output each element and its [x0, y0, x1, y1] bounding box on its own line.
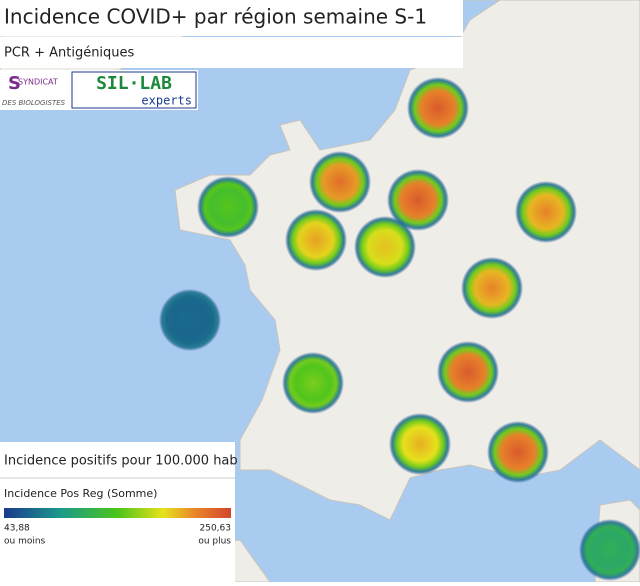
- color-scale: [4, 508, 231, 518]
- subtitle: PCR + Antigéniques: [4, 46, 135, 61]
- scale-min-note: ou moins: [4, 537, 46, 547]
- scale-max: 250,63: [200, 524, 232, 534]
- logo-syndicat: SYNDICAT: [18, 78, 58, 87]
- hotspots: [159, 77, 640, 581]
- logo-syndicat: DES BIOLOGISTES: [2, 99, 66, 107]
- legend-title: Incidence positifs pour 100.000 hab: [4, 454, 238, 469]
- heat-spot[interactable]: [407, 77, 469, 139]
- legend-field: Incidence Pos Reg (Somme): [4, 487, 157, 500]
- heat-spot[interactable]: [197, 176, 259, 238]
- logo-sillab: SIL·LAB: [96, 73, 172, 94]
- logo-mark: S: [8, 73, 21, 94]
- scale-min: 43,88: [4, 524, 30, 534]
- heat-spot[interactable]: [437, 341, 499, 403]
- heat-spot[interactable]: [354, 216, 416, 278]
- subtitle-bar: [0, 37, 463, 68]
- logo-panel: [0, 70, 198, 110]
- heat-spot[interactable]: [159, 289, 221, 351]
- title: Incidence COVID+ par région semaine S-1: [4, 5, 427, 29]
- heat-spot[interactable]: [389, 413, 451, 475]
- logo-sillab-sub: experts: [141, 94, 192, 108]
- scale-max-note: ou plus: [198, 537, 231, 547]
- heat-spot[interactable]: [285, 209, 347, 271]
- heat-spot[interactable]: [387, 169, 449, 231]
- heat-spot[interactable]: [461, 257, 523, 319]
- title-bar: [0, 0, 463, 36]
- heat-spot[interactable]: [282, 352, 344, 414]
- heat-spot[interactable]: [487, 421, 549, 483]
- heat-spot[interactable]: [579, 519, 640, 581]
- logo-frame: [71, 71, 197, 109]
- heat-spot[interactable]: [309, 151, 371, 213]
- heat-spot[interactable]: [515, 181, 577, 243]
